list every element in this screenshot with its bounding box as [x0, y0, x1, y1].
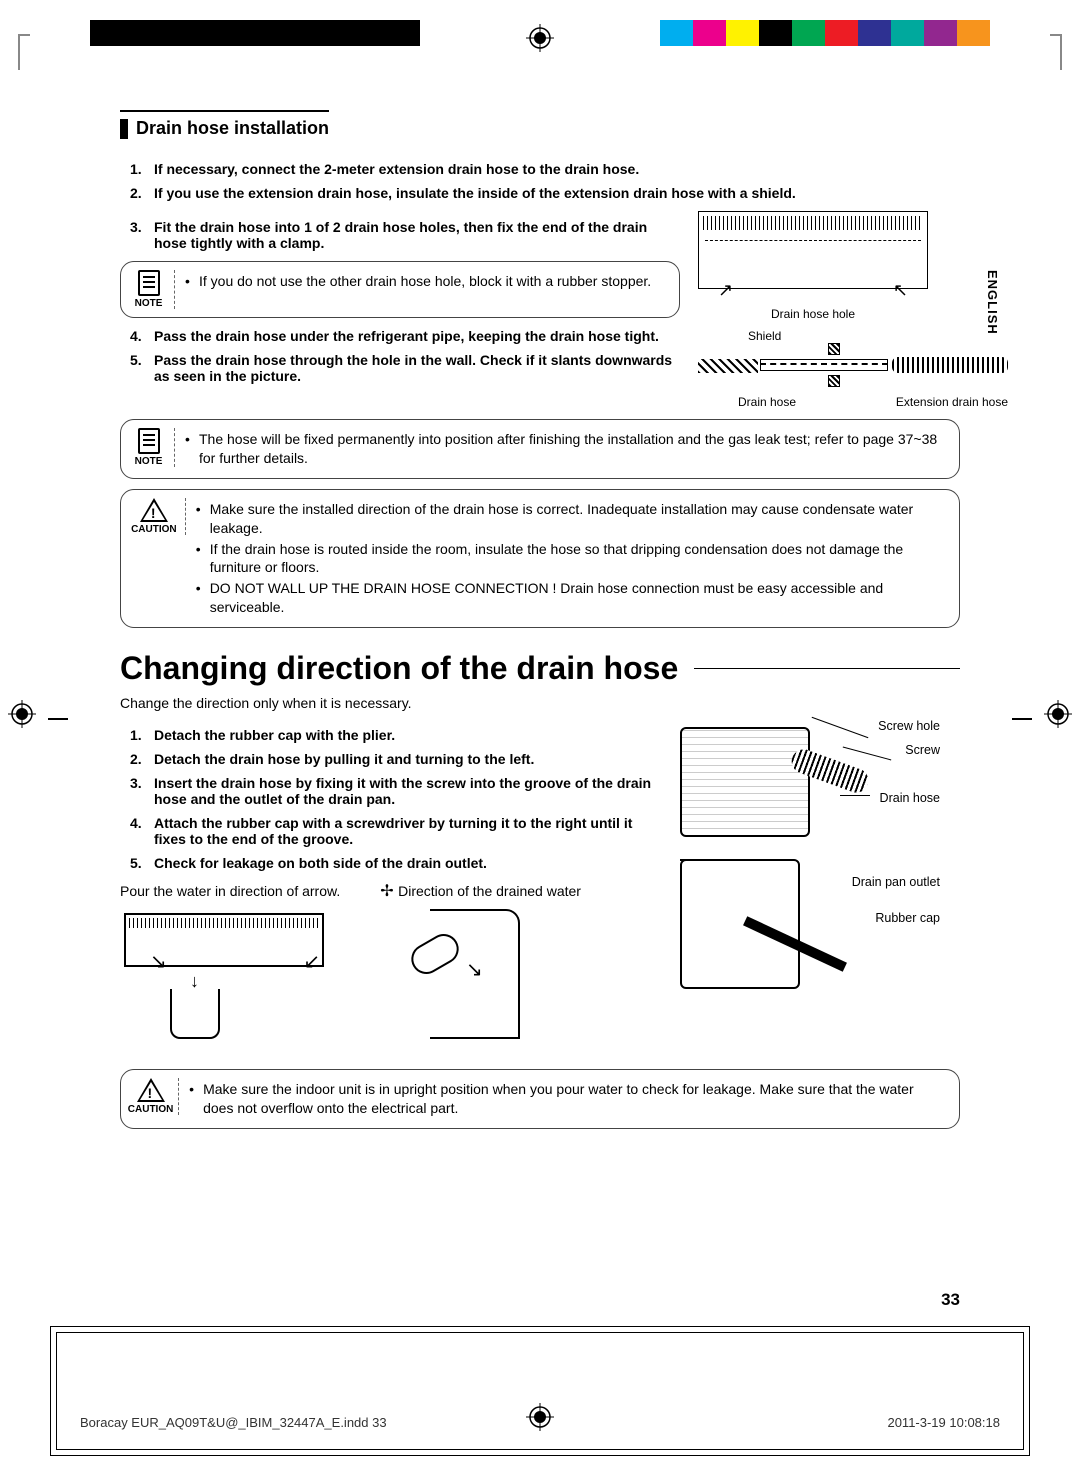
- black-bar: [90, 20, 420, 46]
- step-item: 2.Detach the drain hose by pulling it an…: [130, 751, 660, 767]
- steps-list-2: 1.Detach the rubber cap with the plier. 2…: [130, 727, 660, 871]
- callout-label: Screw: [905, 743, 940, 757]
- color-swatch: [891, 20, 924, 46]
- heading-text: Changing direction of the drain hose: [120, 650, 678, 687]
- step-item: 2.If you use the extension drain hose, i…: [130, 185, 960, 201]
- color-swatch: [957, 20, 990, 46]
- footer-file: Boracay EUR_AQ09T&U@_IBIM_32447A_E.indd …: [80, 1415, 387, 1430]
- figure-label: Shield: [748, 329, 781, 343]
- figure-pour-front: ↘ ↙ ↓: [120, 909, 370, 1049]
- note-label: NOTE: [135, 298, 163, 309]
- heading-changing-direction: Changing direction of the drain hose: [120, 650, 960, 687]
- step-text: Pass the drain hose through the hole in …: [154, 352, 672, 384]
- footer-date: 2011-3-19 10:08:18: [887, 1415, 1000, 1430]
- step-item: 4.Attach the rubber cap with a screwdriv…: [130, 815, 660, 847]
- step-item: 5.Pass the drain hose through the hole i…: [130, 352, 680, 384]
- direction-icon: ✢: [380, 883, 398, 900]
- step-text: If necessary, connect the 2-meter extens…: [154, 161, 639, 177]
- note-box: NOTE The hose will be fixed permanently …: [120, 419, 960, 479]
- caution-box: ! CAUTION Make sure the indoor unit is i…: [120, 1069, 960, 1129]
- step-item: 4.Pass the drain hose under the refriger…: [130, 328, 680, 344]
- pour-text: Pour the water in direction of arrow.: [120, 883, 340, 899]
- registration-bar-top: [60, 20, 1020, 50]
- figure-pour-side: ↘: [410, 909, 600, 1049]
- caution-icon: !: [137, 1078, 165, 1102]
- note-box: NOTE If you do not use the other drain h…: [120, 261, 680, 318]
- crop-tick: [18, 34, 30, 70]
- color-swatch: [693, 20, 726, 46]
- crop-tick: [1012, 718, 1032, 720]
- callout-label: Rubber cap: [875, 911, 940, 925]
- section-title: Drain hose installation: [136, 118, 329, 139]
- figure-label: Drain hose: [738, 395, 796, 409]
- note-text: The hose will be fixed permanently into …: [185, 430, 947, 468]
- figure-label: Drain hose hole: [771, 307, 855, 321]
- color-swatch: [726, 20, 759, 46]
- heading-rule: [694, 668, 960, 669]
- registration-mark-left: [8, 700, 36, 733]
- figure-label: Extension drain hose: [896, 395, 1008, 409]
- caution-item: If the drain hose is routed inside the r…: [196, 540, 947, 578]
- step-text: Pass the drain hose under the refrigeran…: [154, 328, 659, 344]
- note-icon: [138, 270, 160, 296]
- color-swatch: [924, 20, 957, 46]
- caution-label: CAUTION: [128, 1104, 174, 1115]
- figure-rubber-cap: Drain pan outlet Rubber cap: [680, 859, 940, 999]
- language-tab: ENGLISH: [985, 270, 1000, 335]
- direction-text: Direction of the drained water: [398, 883, 581, 899]
- color-swatch: [759, 20, 792, 46]
- color-swatch: [792, 20, 825, 46]
- caution-item: Make sure the installed direction of the…: [196, 500, 947, 538]
- color-swatch: [858, 20, 891, 46]
- caution-item: DO NOT WALL UP THE DRAIN HOSE CONNECTION…: [196, 579, 947, 617]
- callout-label: Drain pan outlet: [852, 875, 940, 889]
- step-item: 5.Check for leakage on both side of the …: [130, 855, 660, 871]
- step-item: 3.Insert the drain hose by fixing it wit…: [130, 775, 660, 807]
- color-swatch: [825, 20, 858, 46]
- note-label: NOTE: [135, 456, 163, 467]
- registration-mark-top: [526, 24, 554, 57]
- color-swatch-bar: [660, 20, 990, 46]
- figure-screw-hose: Screw hole Screw Drain hose: [680, 719, 940, 849]
- page-number: 33: [941, 1290, 960, 1310]
- step-text: Fit the drain hose into 1 of 2 drain hos…: [154, 219, 647, 251]
- caution-icon: !: [140, 498, 168, 522]
- crop-tick: [48, 718, 68, 720]
- note-text: If you do not use the other drain hose h…: [185, 272, 651, 291]
- crop-tick: [1050, 34, 1062, 70]
- color-swatch: [660, 20, 693, 46]
- step-item: 1.If necessary, connect the 2-meter exte…: [130, 161, 960, 177]
- intro-text: Change the direction only when it is nec…: [120, 695, 960, 711]
- callout-label: Screw hole: [878, 719, 940, 733]
- section-bar-icon: [120, 119, 128, 139]
- callout-label: Drain hose: [880, 791, 940, 805]
- section-header-drain-hose: Drain hose installation: [120, 110, 329, 139]
- registration-mark-right: [1044, 700, 1072, 733]
- caution-item: Make sure the indoor unit is in upright …: [189, 1080, 947, 1118]
- figure-drain-hose-hole: ↗↖ Drain hose hole: [698, 211, 928, 321]
- figure-hose-assembly: Shield Drain hose Extension drain hose: [698, 329, 1008, 409]
- caution-label: CAUTION: [131, 524, 177, 535]
- step-text: If you use the extension drain hose, ins…: [154, 185, 796, 201]
- note-icon: [138, 428, 160, 454]
- step-item: 1.Detach the rubber cap with the plier.: [130, 727, 660, 743]
- steps-list-1: 1.If necessary, connect the 2-meter exte…: [130, 161, 960, 201]
- step-item: 3.Fit the drain hose into 1 of 2 drain h…: [130, 219, 680, 251]
- caution-box: ! CAUTION Make sure the installed direct…: [120, 489, 960, 628]
